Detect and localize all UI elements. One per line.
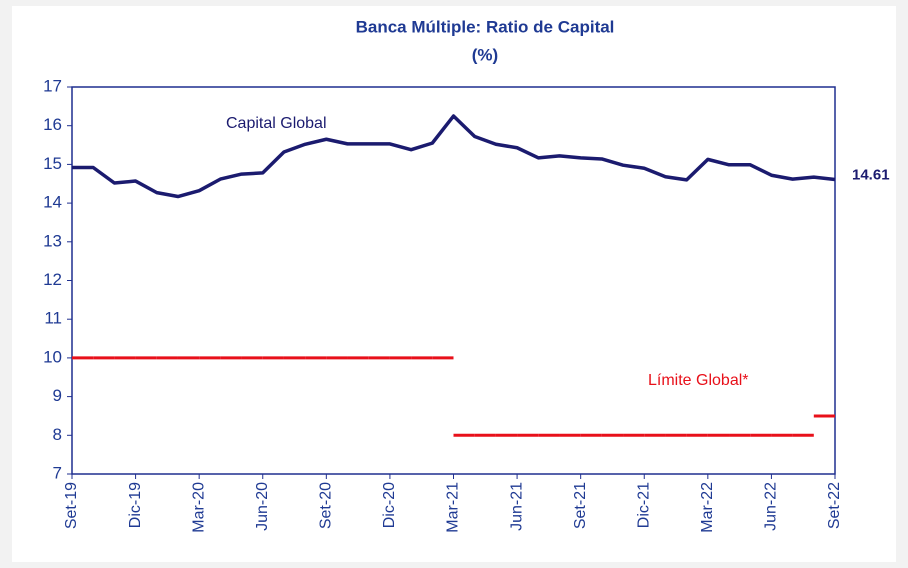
- x-tick-label: Jun-22: [763, 482, 780, 531]
- y-tick-label: 17: [43, 76, 62, 95]
- chart-title: Banca Múltiple: Ratio de Capital: [356, 17, 615, 36]
- y-tick-label: 15: [43, 154, 62, 173]
- x-tick-label: Set-22: [826, 482, 843, 529]
- y-tick-label: 9: [53, 386, 62, 405]
- y-tick-label: 12: [43, 270, 62, 289]
- series-line: [72, 114, 836, 199]
- chart-subtitle: (%): [472, 45, 498, 64]
- y-tick-label: 16: [43, 115, 62, 134]
- x-tick-label: Dic-20: [381, 482, 398, 528]
- y-tick-label: 11: [44, 309, 62, 328]
- x-tick-label: Mar-21: [445, 482, 462, 533]
- x-tick-label: Mar-22: [699, 482, 716, 533]
- x-tick-label: Dic-21: [635, 482, 652, 528]
- y-tick-label: 10: [43, 347, 62, 366]
- x-tick-label: Jun-21: [508, 482, 525, 531]
- x-tick-label: Set-19: [63, 482, 80, 529]
- chart-background: [12, 6, 896, 562]
- y-tick-label: 7: [53, 463, 62, 482]
- x-tick-label: Set-21: [572, 482, 589, 529]
- y-tick-label: 14: [43, 193, 62, 212]
- y-tick-label: 8: [53, 425, 62, 444]
- x-tick-label: Dic-19: [127, 482, 144, 528]
- x-tick-label: Set-20: [318, 482, 335, 529]
- legend-label: Límite Global*: [648, 372, 749, 389]
- y-tick-label: 13: [43, 231, 62, 250]
- end-label: 14.61: [852, 166, 890, 183]
- x-tick-label: Jun-20: [254, 482, 271, 531]
- legend-label: Capital Global: [226, 115, 327, 132]
- x-tick-label: Mar-20: [190, 482, 207, 533]
